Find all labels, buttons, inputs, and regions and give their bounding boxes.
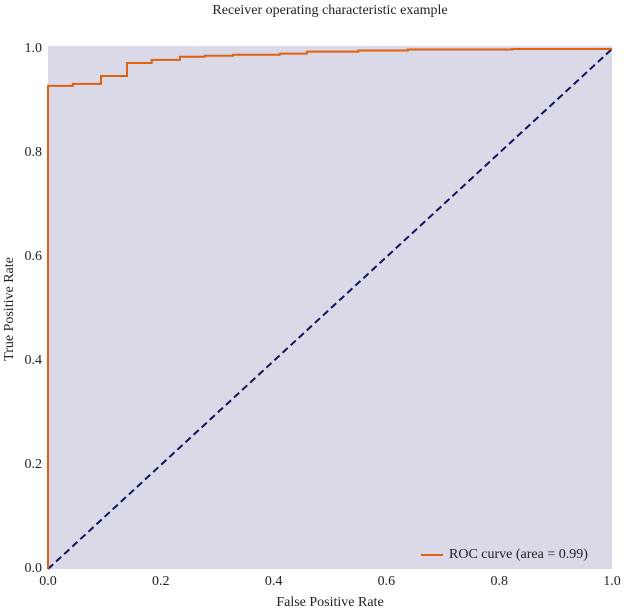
diagonal-reference	[47, 48, 613, 570]
plot-background	[48, 46, 612, 569]
y-tick-label: 1.0	[25, 41, 43, 56]
x-axis-label: False Positive Rate	[276, 595, 383, 610]
y-tick-label: 0.2	[25, 457, 43, 472]
x-tick-label: 0.6	[378, 574, 396, 589]
legend-label: ROC curve (area = 0.99)	[449, 547, 588, 562]
y-tick-label: 0.6	[25, 249, 43, 264]
x-tick-label: 0.2	[152, 574, 170, 589]
y-tick-label: 0.0	[25, 561, 43, 576]
x-tick-label: 1.0	[603, 574, 621, 589]
x-tick-label: 0.4	[265, 574, 283, 589]
chart-title: Receiver operating characteristic exampl…	[212, 3, 447, 18]
y-axis-label: True Positive Rate	[2, 257, 17, 361]
y-tick-label: 0.4	[25, 353, 43, 368]
roc-line	[47, 48, 612, 569]
y-tick-label: 0.8	[25, 145, 43, 160]
x-tick-label: 0.0	[39, 574, 57, 589]
x-tick-label: 0.8	[490, 574, 508, 589]
